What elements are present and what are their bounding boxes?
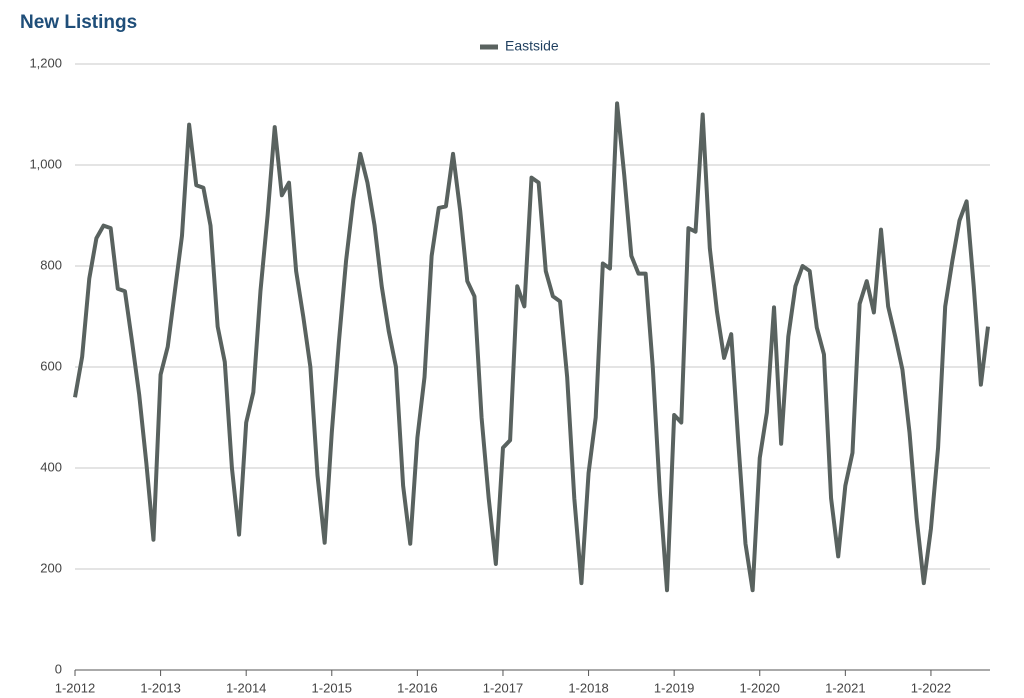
y-tick-label: 800 [40, 257, 62, 272]
x-tick-label: 1-2019 [654, 680, 694, 695]
y-tick-label: 0 [55, 661, 62, 676]
x-tick-label: 1-2017 [483, 680, 523, 695]
y-tick-label: 400 [40, 459, 62, 474]
x-tick-label: 1-2013 [140, 680, 180, 695]
x-tick-label: 1-2015 [312, 680, 352, 695]
chart-title: New Listings [20, 12, 137, 33]
y-tick-label: 200 [40, 560, 62, 575]
x-tick-label: 1-2021 [825, 680, 865, 695]
x-tick-label: 1-2016 [397, 680, 437, 695]
y-tick-label: 1,000 [29, 156, 62, 171]
x-tick-label: 1-2020 [740, 680, 780, 695]
x-tick-label: 1-2018 [568, 680, 608, 695]
x-tick-label: 1-2014 [226, 680, 266, 695]
x-tick-label: 1-2012 [55, 680, 95, 695]
legend-label: Eastside [505, 38, 559, 54]
x-tick-label: 1-2022 [911, 680, 951, 695]
y-tick-label: 600 [40, 358, 62, 373]
y-tick-label: 1,200 [29, 55, 62, 70]
series-line [73, 101, 990, 593]
